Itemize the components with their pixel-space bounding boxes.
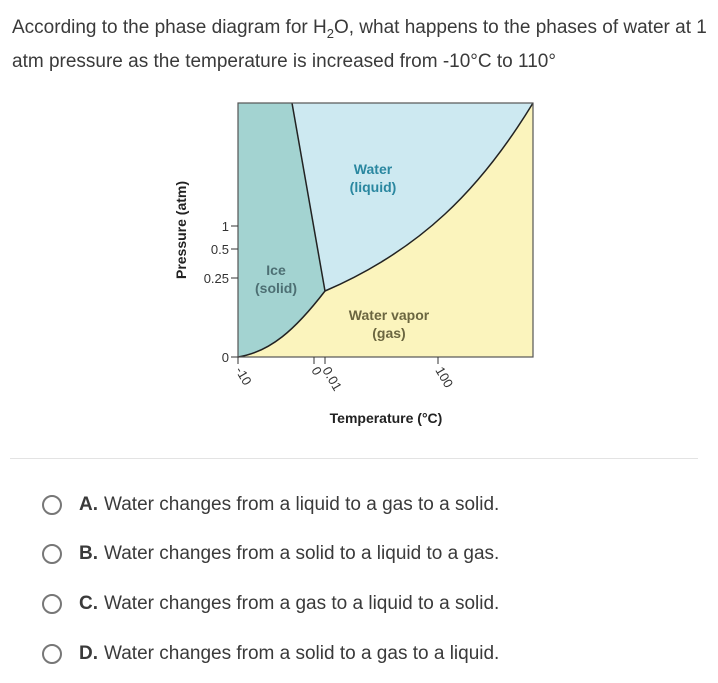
solid-region	[238, 103, 325, 357]
y-tick: 1	[222, 219, 229, 234]
liquid-sublabel: (liquid)	[350, 179, 397, 195]
liquid-label: Water	[354, 161, 393, 177]
y-tick: 0.25	[204, 271, 229, 286]
divider	[10, 458, 698, 459]
sublimation-curve	[237, 290, 326, 358]
x-tick: 100	[432, 364, 456, 390]
option-b[interactable]: B. Water changes from a solid to a liquid…	[42, 540, 499, 568]
x-tick: 0.01	[319, 364, 345, 393]
x-axis-label: Temperature (°C)	[330, 410, 443, 426]
option-text: Water changes from a gas to a liquid to …	[104, 593, 500, 614]
ice-sublabel: (solid)	[255, 280, 297, 296]
option-text: Water changes from a solid to a gas to a…	[104, 643, 500, 664]
x-tick: -10	[232, 364, 254, 388]
vaporization-curve	[324, 102, 534, 292]
question-text: According to the phase diagram for H2O, …	[12, 17, 707, 72]
plot-frame	[237, 102, 534, 358]
option-d[interactable]: D. Water changes from a solid to a gas to…	[42, 640, 499, 668]
fusion-curve	[291, 102, 326, 292]
y-axis-label: Pressure (atm)	[173, 181, 189, 279]
option-c[interactable]: C. Water changes from a gas to a liquid t…	[42, 590, 499, 618]
ice-label: Ice	[266, 262, 286, 278]
option-a[interactable]: A. Water changes from a liquid to a gas t…	[42, 491, 499, 519]
phase-diagram: 0 0.25 0.5 1 -10 0 0.01 100 Temperature …	[173, 102, 534, 426]
option-letter: B.	[79, 543, 98, 564]
option-letter: C.	[79, 593, 98, 614]
y-tick: 0.5	[211, 242, 229, 257]
gas-sublabel: (gas)	[372, 325, 405, 341]
liquid-region	[292, 103, 533, 291]
option-letter: D.	[79, 643, 98, 664]
option-text: Water changes from a liquid to a gas to …	[104, 494, 500, 515]
radio-button[interactable]	[42, 644, 62, 664]
radio-button[interactable]	[42, 495, 62, 515]
gas-label: Water vapor	[349, 307, 430, 323]
option-letter: A.	[79, 494, 98, 515]
radio-button[interactable]	[42, 594, 62, 614]
y-tick: 0	[222, 350, 229, 365]
radio-button[interactable]	[42, 544, 62, 564]
option-text: Water changes from a solid to a liquid t…	[104, 543, 500, 564]
